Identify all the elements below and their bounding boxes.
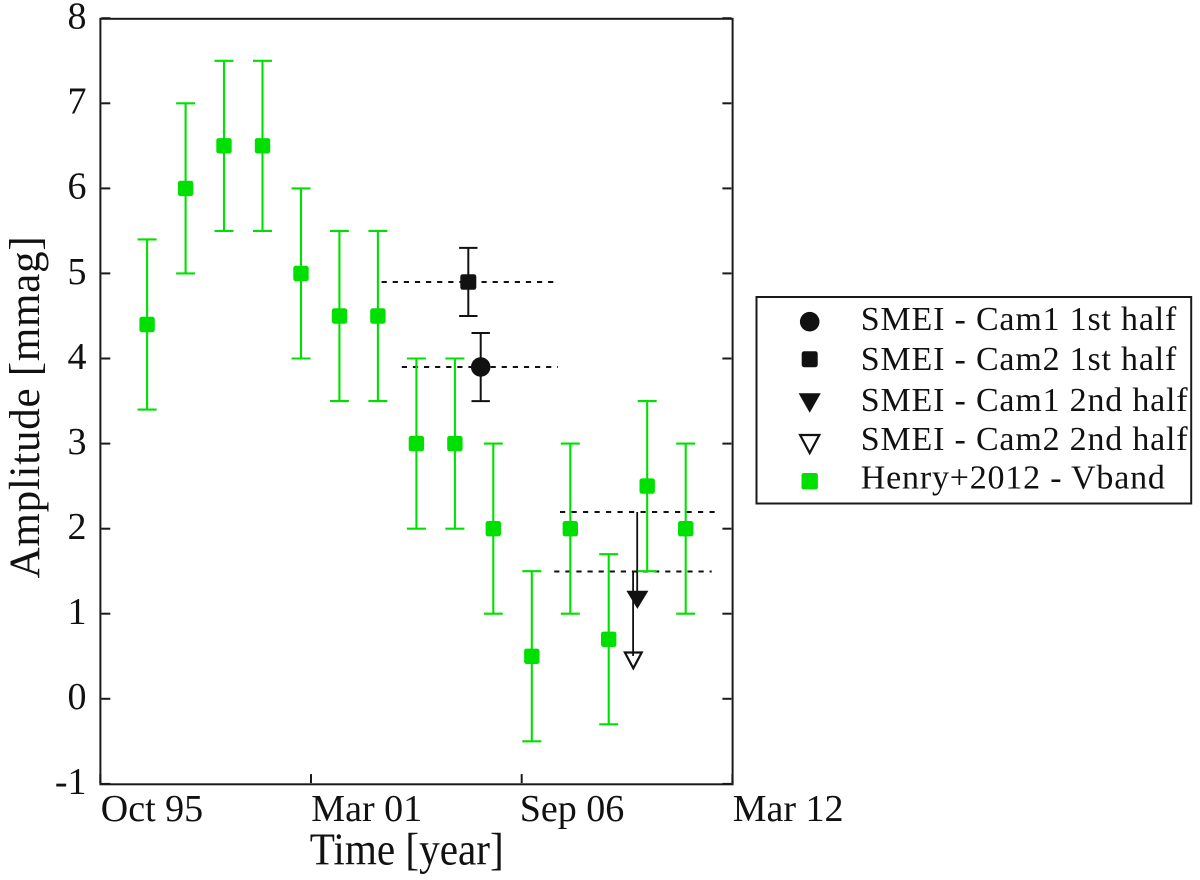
svg-text:7: 7 — [68, 81, 87, 123]
svg-text:-1: -1 — [55, 761, 87, 803]
svg-text:Mar 01: Mar 01 — [311, 788, 422, 830]
svg-text:1: 1 — [68, 591, 87, 633]
svg-text:5: 5 — [68, 251, 87, 293]
svg-text:Oct 95: Oct 95 — [101, 788, 203, 830]
svg-text:SMEI - Cam1 1st half: SMEI - Cam1 1st half — [861, 301, 1177, 338]
svg-text:Time [year]: Time [year] — [310, 825, 504, 875]
svg-text:4: 4 — [68, 336, 87, 378]
svg-text:0: 0 — [68, 676, 87, 718]
svg-text:SMEI - Cam2 1st half: SMEI - Cam2 1st half — [861, 341, 1177, 378]
svg-text:6: 6 — [68, 166, 87, 208]
svg-text:SMEI - Cam2 2nd half: SMEI - Cam2 2nd half — [861, 421, 1189, 458]
svg-text:Henry+2012 - Vband: Henry+2012 - Vband — [861, 460, 1166, 497]
svg-text:Sep 06: Sep 06 — [520, 788, 625, 830]
svg-text:Amplitude [mmag]: Amplitude [mmag] — [2, 236, 49, 579]
svg-text:3: 3 — [68, 421, 87, 463]
svg-text:Mar 12: Mar 12 — [733, 788, 844, 830]
svg-text:8: 8 — [68, 0, 87, 38]
svg-text:SMEI - Cam1 2nd half: SMEI - Cam1 2nd half — [861, 382, 1189, 419]
svg-text:2: 2 — [68, 506, 87, 548]
